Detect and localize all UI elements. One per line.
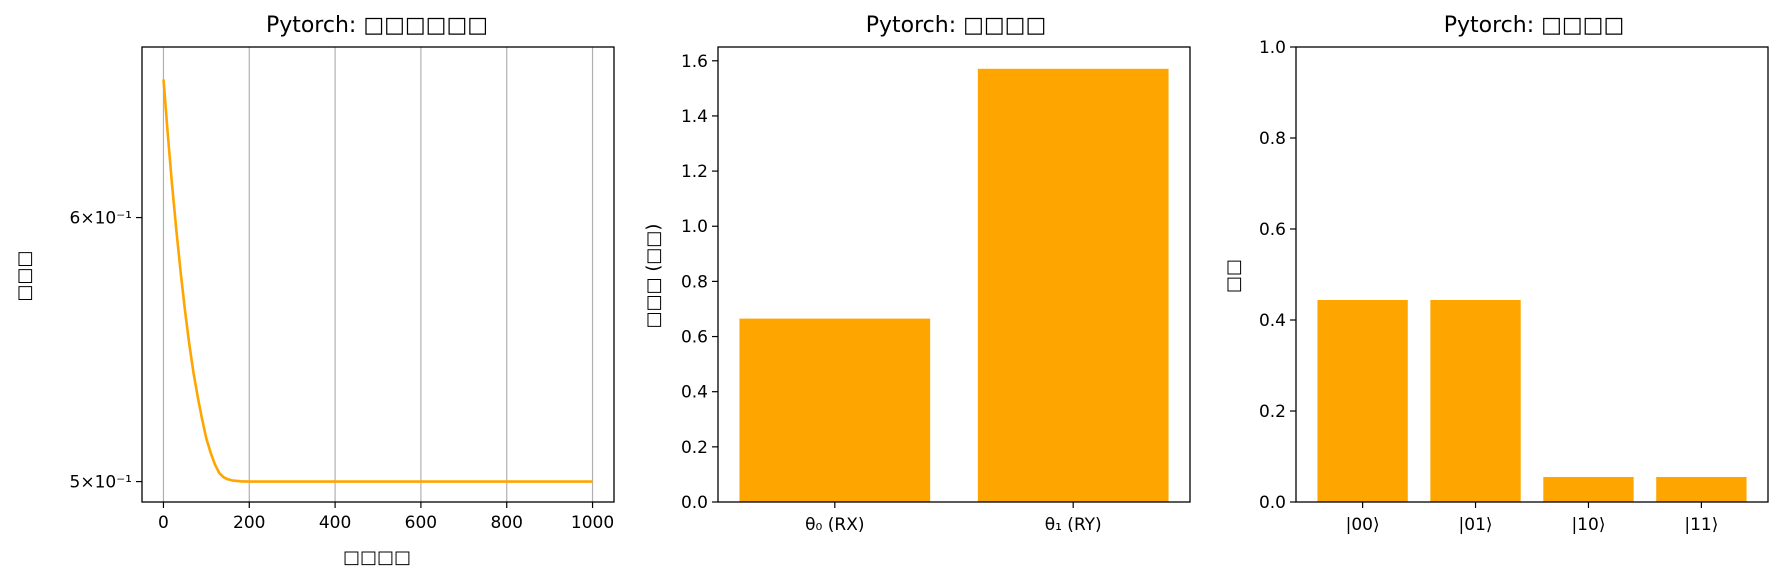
y-tick-label: 0.8	[1259, 129, 1286, 149]
x-tick-label: 800	[491, 513, 523, 533]
x-tick-label: 400	[319, 513, 351, 533]
loss-series-line	[162, 79, 593, 483]
x-tick-label: |00⟩	[1346, 515, 1380, 535]
parameter-chart-xticks: θ₀ (RX) θ₁ (RY)	[805, 502, 1102, 535]
x-tick-label: 1000	[571, 513, 614, 533]
x-tick-label: θ₁ (RY)	[1045, 515, 1102, 535]
loss-chart-xticks: 0 200 400 600 800 1000	[158, 502, 614, 533]
y-tick-label: 0.4	[681, 383, 708, 403]
x-tick-label: 600	[405, 513, 437, 533]
loss-chart-panel: Pytorch: □□□□□□ □□□□ □□□ 0 200 400 600 800 10…	[14, 13, 615, 568]
y-tick-label: 0.8	[681, 272, 708, 292]
bar	[1656, 476, 1747, 502]
parameter-chart-marks	[739, 68, 1169, 502]
y-tick-label: 0.0	[681, 493, 708, 513]
probability-chart-title: Pytorch: □□□□	[1444, 13, 1625, 38]
loss-chart-gridlines	[162, 47, 594, 502]
y-tick-label: 1.0	[681, 217, 708, 237]
y-tick-label: 6×10⁻¹	[70, 209, 132, 229]
bar	[739, 318, 931, 502]
loss-chart-frame	[141, 46, 615, 503]
loss-chart-marks	[162, 79, 593, 483]
bar	[1543, 476, 1634, 502]
loss-chart-yticks: 5×10⁻¹ 6×10⁻¹	[70, 209, 142, 493]
x-tick-label: θ₀ (RX)	[805, 515, 864, 535]
probability-chart-panel: Pytorch: □□□□ □□ |00⟩ |01⟩ |10⟩ |11⟩ 0.0 0.2…	[1223, 13, 1769, 535]
x-tick-label: |01⟩	[1459, 515, 1493, 535]
y-tick-label: 5×10⁻¹	[70, 473, 132, 493]
y-tick-label: 1.2	[681, 162, 708, 182]
parameter-chart-ylabel: □□□ (□□)	[643, 224, 664, 329]
probability-chart-xticks: |00⟩ |01⟩ |10⟩ |11⟩	[1346, 502, 1718, 535]
y-tick-label: 0.0	[1259, 493, 1286, 513]
x-tick-label: 0	[158, 513, 169, 533]
bar	[1430, 299, 1521, 502]
parameter-chart-frame	[717, 46, 1191, 503]
x-tick-label: 200	[233, 513, 265, 533]
loss-chart-xlabel: □□□□	[343, 547, 411, 568]
parameter-chart-yticks: 0.0 0.2 0.4 0.6 0.8 1.0 1.2 1.4 1.6	[681, 52, 718, 513]
y-tick-label: 1.4	[681, 107, 708, 127]
probability-chart-ylabel: □□	[1223, 259, 1244, 293]
y-tick-label: 0.2	[1259, 402, 1286, 422]
y-tick-label: 0.2	[681, 438, 708, 458]
probability-chart-marks	[1317, 299, 1747, 502]
y-tick-label: 0.6	[1259, 220, 1286, 240]
x-tick-label: |11⟩	[1684, 515, 1718, 535]
y-tick-label: 1.0	[1259, 38, 1286, 58]
probability-chart-yticks: 0.0 0.2 0.4 0.6 0.8 1.0	[1259, 38, 1296, 513]
y-tick-label: 1.6	[681, 52, 708, 72]
parameter-chart-panel: Pytorch: □□□□ □□□ (□□) θ₀ (RX) θ₁ (RY) 0.…	[643, 13, 1191, 535]
y-tick-label: 0.4	[1259, 311, 1286, 331]
parameter-chart-title: Pytorch: □□□□	[866, 13, 1047, 38]
bar	[977, 68, 1169, 502]
probability-chart-frame	[1295, 46, 1769, 503]
loss-chart-ylabel: □□□	[14, 250, 35, 301]
bar	[1317, 299, 1408, 502]
y-tick-label: 0.6	[681, 328, 708, 348]
x-tick-label: |10⟩	[1571, 515, 1605, 535]
loss-chart-title: Pytorch: □□□□□□	[266, 13, 488, 38]
